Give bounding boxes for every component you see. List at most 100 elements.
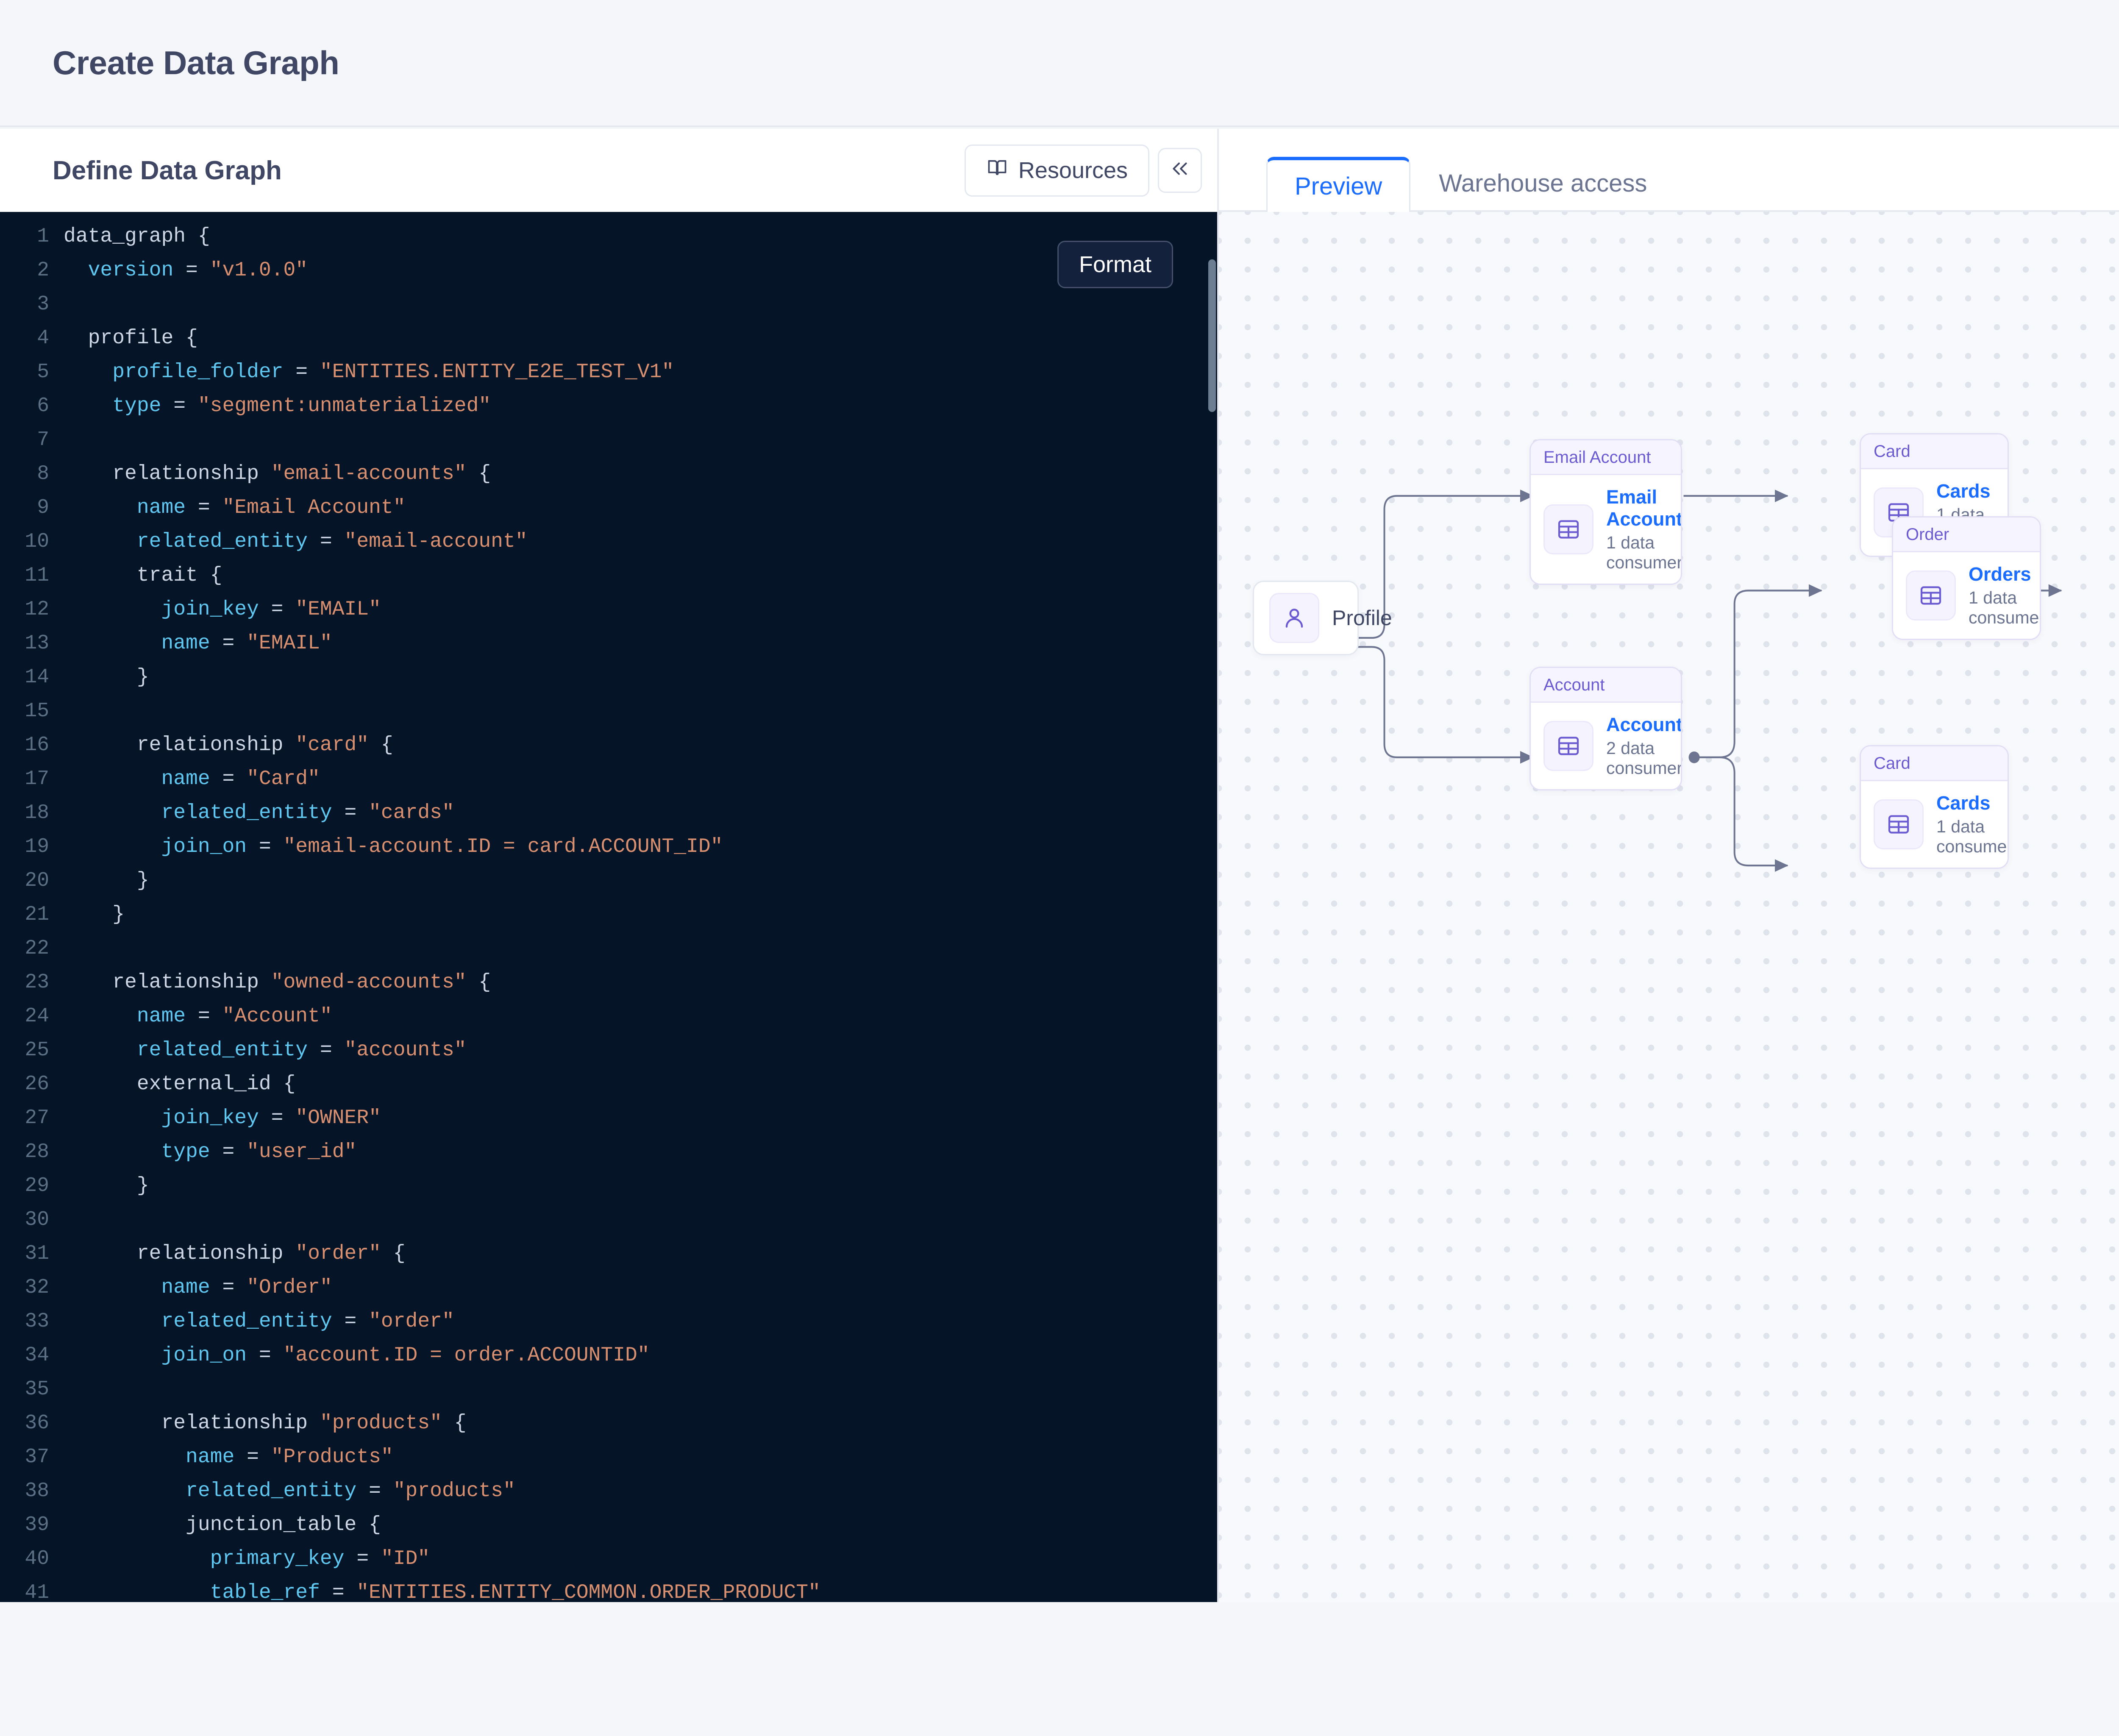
- line-number: 3: [37, 293, 49, 316]
- code-line-text: version = "v1.0.0": [88, 259, 308, 282]
- code-line: 27 join_key = "OWNER": [0, 1101, 1217, 1135]
- code-line: 19 join_on = "email-account.ID = card.AC…: [0, 830, 1217, 864]
- graph-node-order[interactable]: Order Orders 1 data consumers: [1892, 516, 2041, 640]
- code-line: 3: [0, 287, 1217, 321]
- graph-node-card-top[interactable]: Card Cards 1 data consumer: [1860, 433, 2009, 557]
- code-line-text: junction_table {: [64, 1513, 381, 1536]
- left-panel-title: Define Data Graph: [53, 156, 282, 185]
- collapse-panel-button[interactable]: [1158, 148, 1202, 193]
- code-line: 30: [0, 1203, 1217, 1237]
- code-content[interactable]: 1 data_graph { 2 version = "v1.0.0" 3 4 prof…: [0, 212, 1217, 1602]
- graph-node-card-bottom[interactable]: Card Cards 1 data consumers: [1860, 745, 2009, 869]
- node-body: Accounts 2 data consumers: [1531, 703, 1681, 789]
- line-number: 13: [25, 632, 49, 655]
- line-number: 4: [37, 327, 49, 350]
- table-icon: [1543, 721, 1593, 771]
- line-number: 33: [25, 1310, 49, 1333]
- editor-scrollbar[interactable]: [1207, 212, 1217, 1602]
- code-line-text: related_entity = "email-account": [136, 530, 528, 553]
- node-subtitle: 1 data consumers: [1936, 817, 2008, 856]
- page-title: Create Data Graph: [53, 44, 339, 81]
- table-icon: [1874, 799, 1924, 849]
- line-number: 2: [37, 259, 49, 282]
- line-number: 32: [25, 1276, 49, 1299]
- node-title[interactable]: Orders: [1969, 563, 2031, 585]
- code-line: 2 version = "v1.0.0": [0, 253, 1217, 287]
- code-line-text: name = "EMAIL": [161, 632, 332, 655]
- format-button[interactable]: Format: [1057, 241, 1173, 288]
- line-number: 18: [25, 801, 49, 824]
- book-icon: [986, 157, 1008, 184]
- code-line: 25 related_entity = "accounts": [0, 1033, 1217, 1067]
- code-line: 4 profile {: [0, 321, 1217, 355]
- code-line: 7: [0, 423, 1217, 457]
- line-number: 15: [25, 700, 49, 723]
- table-icon: [1543, 504, 1593, 554]
- line-number: 31: [25, 1242, 49, 1265]
- node-header-label: Account: [1531, 668, 1681, 703]
- node-title[interactable]: Email Accounts: [1606, 486, 1682, 530]
- line-number: 9: [37, 496, 49, 519]
- node-texts: Accounts 2 data consumers: [1606, 714, 1682, 778]
- node-texts: Orders 1 data consumers: [1969, 563, 2040, 628]
- node-subtitle: 2 data consumers: [1606, 738, 1682, 778]
- graph-node-email-account[interactable]: Email Account Email Accounts 1 data cons…: [1529, 439, 1682, 585]
- resources-button[interactable]: Resources: [964, 144, 1149, 197]
- profile-node-label: Profile: [1332, 606, 1392, 630]
- tab-warehouse-access[interactable]: Warehouse access: [1439, 170, 1647, 197]
- code-line-text: name = "Order": [161, 1276, 332, 1299]
- editor-scrollbar-thumb[interactable]: [1208, 259, 1216, 412]
- node-title[interactable]: Accounts: [1606, 714, 1682, 735]
- line-number: 11: [25, 564, 49, 587]
- code-line: 37 name = "Products": [0, 1440, 1217, 1474]
- line-number: 16: [25, 734, 49, 757]
- code-editor[interactable]: 1 data_graph { 2 version = "v1.0.0" 3 4 prof…: [0, 212, 1217, 1602]
- left-panel-toolbar: Define Data Graph Resources: [0, 129, 1217, 212]
- code-line-text: type = "segment:unmaterialized": [112, 395, 491, 417]
- code-line-text: data_graph {: [64, 225, 210, 248]
- line-number: 17: [25, 768, 49, 790]
- line-number: 12: [25, 598, 49, 621]
- code-line: 38 related_entity = "products": [0, 1474, 1217, 1508]
- graph-node-profile[interactable]: Profile: [1253, 581, 1392, 655]
- chevron-double-left-icon: [1169, 158, 1190, 183]
- graph-node-account[interactable]: Account Accounts 2 data consumers: [1529, 667, 1682, 790]
- node-title[interactable]: Cards: [1936, 480, 1991, 502]
- graph-canvas[interactable]: Profile Email Account Email Ac: [1219, 212, 2119, 1602]
- node-texts: Email Accounts 1 data consumers: [1606, 486, 1682, 573]
- code-line-text: }: [64, 869, 149, 892]
- code-line-text: table_ref = "ENTITIES.ENTITY_COMMON.ORDE…: [210, 1581, 820, 1602]
- node-texts: Cards 1 data consumers: [1936, 792, 2008, 857]
- user-icon: [1269, 593, 1319, 643]
- line-number: 23: [25, 971, 49, 994]
- node-subtitle: 1 data consumers: [1969, 588, 2040, 627]
- main-content: Define Data Graph Resources: [0, 129, 2119, 1602]
- code-line-text: related_entity = "cards": [161, 801, 454, 824]
- preview-tabs: Preview Warehouse access: [1219, 129, 2119, 212]
- code-line: 10 related_entity = "email-account": [0, 525, 1217, 559]
- table-icon: [1906, 570, 1956, 620]
- line-number: 1: [37, 225, 49, 248]
- app-header: Create Data Graph Cancel: [0, 0, 2119, 127]
- node-header-label: Card: [1861, 746, 2008, 781]
- code-line-text: profile {: [64, 327, 198, 350]
- line-number: 37: [25, 1446, 49, 1469]
- line-number: 41: [25, 1581, 49, 1602]
- code-line: 32 name = "Order": [0, 1271, 1217, 1305]
- line-number: 39: [25, 1513, 49, 1536]
- node-title[interactable]: Cards: [1936, 792, 1991, 814]
- node-header-label: Card: [1861, 434, 2008, 469]
- code-line-text: trait {: [64, 564, 222, 587]
- line-number: 5: [37, 361, 49, 384]
- tab-preview[interactable]: Preview: [1266, 157, 1411, 212]
- code-line: 13 name = "EMAIL": [0, 626, 1217, 660]
- code-line-text: }: [64, 1174, 149, 1197]
- code-line-text: name = "Email Account": [136, 496, 406, 519]
- code-line: 34 join_on = "account.ID = order.ACCOUNT…: [0, 1338, 1217, 1372]
- code-line: 8 relationship "email-accounts" {: [0, 457, 1217, 491]
- code-line: 14 }: [0, 660, 1217, 694]
- code-line: 40 primary_key = "ID": [0, 1542, 1217, 1576]
- code-line: 24 name = "Account": [0, 999, 1217, 1033]
- code-line-text: external_id {: [64, 1073, 296, 1096]
- code-line-text: relationship "card" {: [64, 734, 393, 757]
